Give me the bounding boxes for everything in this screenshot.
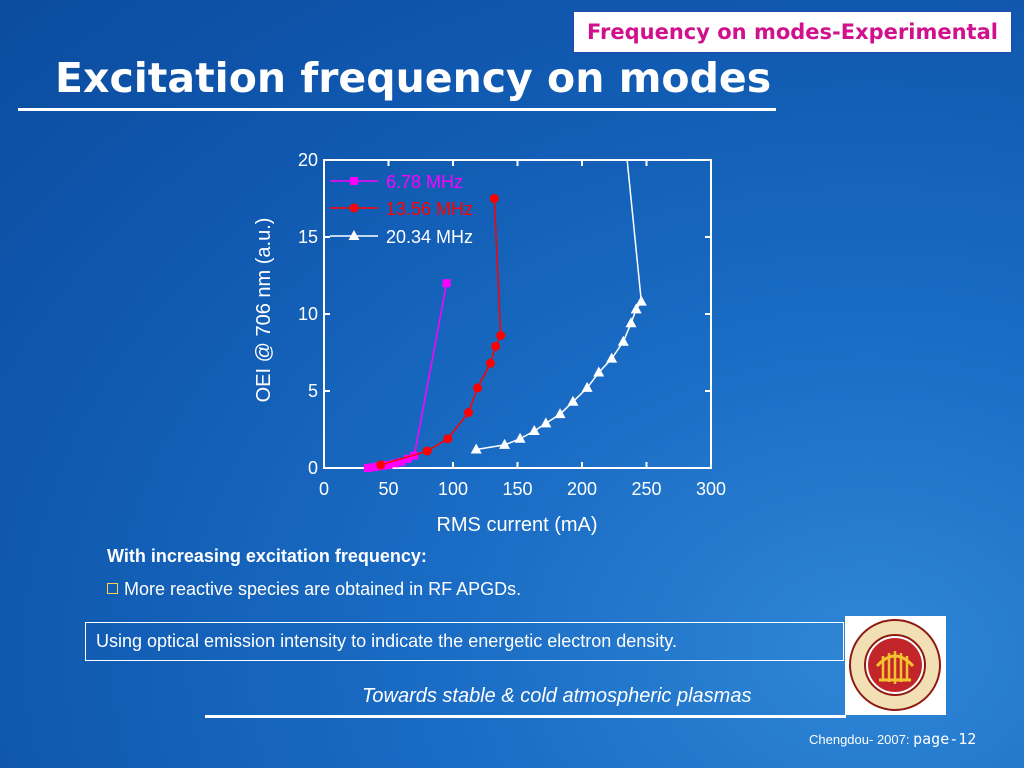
data-point [390, 459, 399, 468]
x-tick-label: 50 [378, 479, 398, 499]
data-point [422, 446, 432, 456]
x-tick-label: 300 [696, 479, 726, 499]
checkbox-bullet-icon [107, 583, 118, 594]
series-line [476, 159, 643, 451]
data-point [463, 408, 473, 418]
legend-label: 20.34 MHz [386, 227, 473, 247]
data-point [363, 464, 372, 472]
data-point [499, 438, 511, 449]
data-point [567, 395, 579, 406]
data-point [443, 434, 453, 444]
university-seal-icon [845, 616, 946, 715]
note-box: Using optical emission intensity to indi… [85, 622, 844, 661]
data-point [397, 457, 406, 466]
data-point [635, 295, 647, 306]
plot-frame [323, 159, 712, 469]
y-tick-label: 15 [298, 227, 318, 247]
x-tick-label: 150 [502, 479, 532, 499]
x-tick-label: 0 [319, 479, 329, 499]
tagline: Towards stable & cold atmospheric plasma… [362, 685, 752, 707]
footer-rule [205, 715, 846, 718]
data-point [496, 331, 506, 341]
page-title: Excitation frequency on modes [55, 54, 772, 102]
series-2 [470, 159, 647, 454]
data-point [376, 460, 386, 470]
data-point [491, 341, 501, 351]
legend-label: 6.78 MHz [386, 172, 463, 192]
data-point [581, 381, 593, 392]
data-point [625, 317, 637, 328]
x-tick-label: 200 [567, 479, 597, 499]
y-tick-label: 5 [308, 381, 318, 401]
data-point [528, 425, 540, 436]
data-point [369, 463, 378, 472]
legend-marker [350, 177, 358, 185]
data-point [442, 279, 451, 288]
page-number: page-12 [913, 730, 977, 748]
data-point [630, 303, 642, 314]
data-point [514, 432, 526, 443]
x-tick-label: 250 [631, 479, 661, 499]
data-point [540, 417, 552, 428]
data-point [485, 358, 495, 368]
bullet-item: More reactive species are obtained in RF… [107, 579, 521, 600]
series-line [367, 283, 448, 469]
legend-entry: 20.34 MHz [330, 227, 473, 247]
bullet-heading: With increasing excitation frequency: [107, 546, 427, 566]
x-axis-label: RMS current (mA) [436, 514, 597, 536]
bullet-text: More reactive species are obtained in RF… [124, 579, 522, 599]
data-point [554, 408, 566, 419]
legend-marker [349, 203, 359, 213]
title-underline [18, 108, 776, 111]
data-point [489, 194, 499, 203]
data-point [384, 460, 393, 469]
legend-entry: 13.56 MHz [330, 199, 473, 219]
legend-entry: 6.78 MHz [330, 172, 463, 192]
data-point [470, 443, 482, 454]
x-tick-label: 100 [438, 479, 468, 499]
data-point [606, 352, 618, 363]
section-tag: Frequency on modes-Experimental [572, 10, 1013, 54]
y-axis-label: OEI @ 706 nm (a.u.) [253, 218, 275, 403]
y-tick-label: 10 [298, 304, 318, 324]
data-point [403, 454, 412, 463]
y-tick-label: 0 [308, 458, 318, 478]
data-point [473, 383, 483, 393]
y-tick-label: 20 [298, 150, 318, 170]
series-1 [376, 194, 506, 470]
data-point [617, 335, 629, 346]
footer-place: Chengdou- 2007: [809, 732, 910, 747]
legend-label: 13.56 MHz [386, 199, 473, 219]
series-0 [363, 279, 451, 472]
footer: Chengdou- 2007: page-12 [809, 730, 976, 748]
data-point [593, 366, 605, 377]
legend-marker [348, 230, 360, 240]
